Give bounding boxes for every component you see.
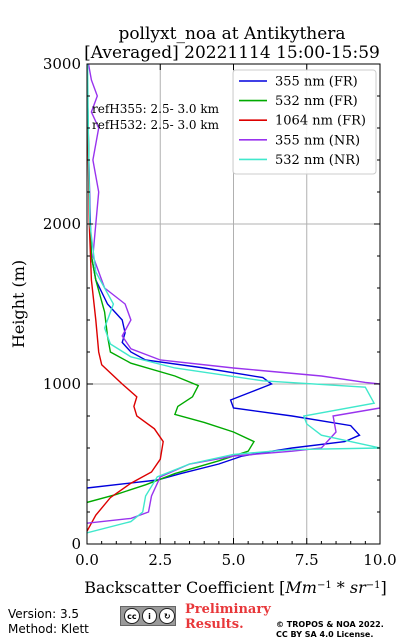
legend-label-4: 532 nm (NR) [275, 153, 360, 168]
sa-icon: ↻ [159, 608, 176, 624]
cc-icon: cc [124, 608, 140, 624]
legend-label-0: 355 nm (FR) [275, 75, 358, 90]
copyright-line-1: © TROPOS & NOA 2022. [276, 620, 384, 629]
series-line-2 [87, 64, 164, 532]
legend-label-2: 1064 nm (FR) [275, 114, 366, 129]
x-axis-label-part: −1 [317, 580, 332, 591]
copyright-line-2: CC BY SA 4.0 License. [276, 630, 374, 639]
y-tick-label-3: 3000 [43, 55, 81, 73]
legend-label-3: 355 nm (NR) [275, 133, 360, 148]
ref-height-annotation-1: refH532: 2.5- 3.0 km [92, 118, 220, 132]
preliminary-results-text: Preliminary Results. [185, 602, 271, 632]
version-text: Version: 3.5 [8, 607, 80, 621]
method-text: Method: Klett [8, 622, 89, 636]
x-axis-label-part: Mm [284, 578, 317, 597]
x-axis-label: Backscatter Coefficient [Mm−1 * sr−1] [84, 578, 387, 597]
chart-title-line-2: [Averaged] 20221114 15:00-15:59 [84, 43, 380, 63]
x-axis-label-part: sr [350, 578, 367, 597]
x-axis-label-part: −1 [366, 580, 381, 591]
y-tick-label-1: 1000 [43, 375, 81, 393]
ref-height-annotation-0: refH355: 2.5- 3.0 km [92, 102, 220, 116]
legend-label-1: 532 nm (FR) [275, 94, 358, 109]
x-tick-label-1: 2.5 [148, 551, 172, 569]
legend-box [232, 69, 377, 175]
series-line-4 [87, 64, 380, 534]
x-tick-label-0: 0.0 [75, 551, 99, 569]
copyright-text: © TROPOS & NOA 2022. CC BY SA 4.0 Licens… [276, 620, 384, 640]
y-tick-label-2: 2000 [43, 215, 81, 233]
preliminary-line-1: Preliminary [185, 602, 271, 617]
x-tick-label-4: 10.0 [363, 551, 396, 569]
by-icon: i [141, 608, 158, 624]
chart-title-line-1: pollyxt_noa at Antikythera [118, 24, 346, 44]
preliminary-line-2: Results. [185, 617, 244, 632]
x-tick-label-2: 5.0 [222, 551, 246, 569]
y-tick-label-0: 0 [71, 535, 81, 553]
x-tick-label-3: 7.5 [295, 551, 319, 569]
series-line-1 [87, 64, 256, 504]
y-axis-label: Height (m) [9, 260, 28, 348]
cc-license-badge: cc i ↻ [120, 606, 176, 626]
